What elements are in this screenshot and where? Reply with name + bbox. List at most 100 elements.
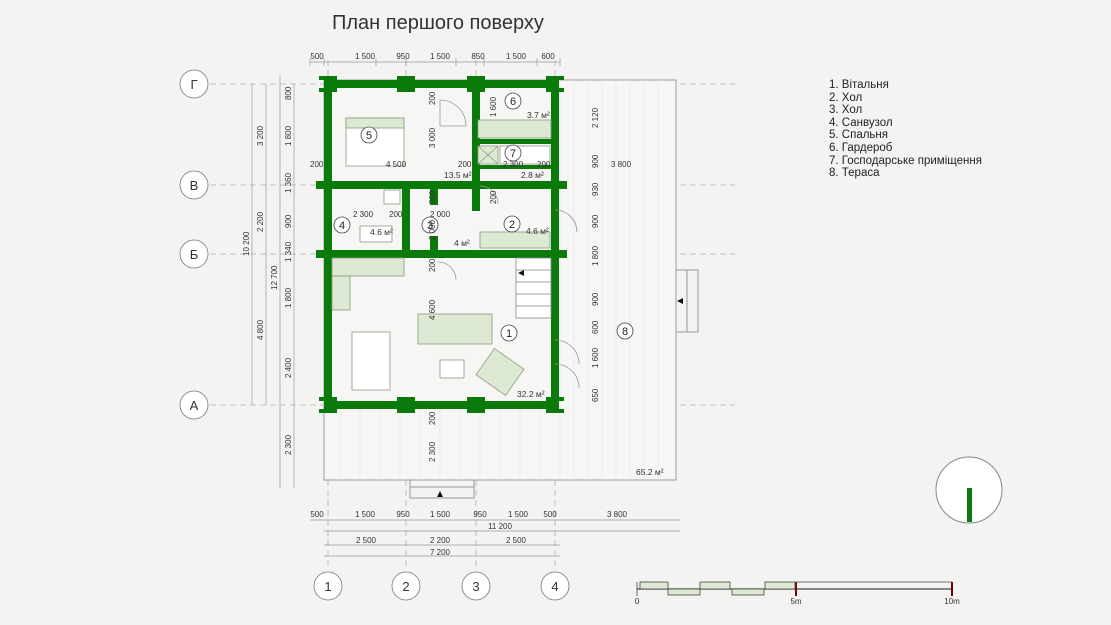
- stairs: [515, 257, 552, 319]
- kitchen-counter: [331, 257, 405, 277]
- svg-text:2 200: 2 200: [430, 536, 451, 545]
- svg-text:930: 930: [591, 182, 600, 196]
- axis-label: 2: [402, 579, 409, 594]
- axis-bubbles: [179, 69, 570, 601]
- room-number: 7: [510, 148, 516, 160]
- area-label: 3.7 м²: [527, 110, 550, 120]
- svg-text:1 600: 1 600: [591, 347, 600, 368]
- legend-item: 4. Санвузол: [829, 116, 893, 129]
- svg-text:600: 600: [591, 320, 600, 334]
- svg-text:1 500: 1 500: [430, 510, 451, 519]
- svg-text:2 300: 2 300: [353, 210, 374, 219]
- legend-item: 8. Тераса: [829, 167, 880, 180]
- svg-text:4 800: 4 800: [256, 319, 265, 340]
- svg-text:900: 900: [591, 214, 600, 228]
- bottom-dimension-lines: [310, 519, 680, 557]
- svg-text:500: 500: [310, 52, 324, 61]
- svg-text:1 500: 1 500: [355, 52, 376, 61]
- entrance-arrows: [437, 270, 683, 497]
- top-dimensions: 500 1 500 950 1 500 850 1 500 600: [310, 52, 555, 61]
- inner-dimensions: 200 4 500 200 2 300 200 2 300 200 2 000 …: [310, 91, 551, 462]
- north-arrow-icon: [935, 456, 1003, 524]
- svg-text:900: 900: [591, 154, 600, 168]
- area-label: 4 м²: [454, 238, 470, 248]
- svg-text:11 200: 11 200: [488, 522, 512, 531]
- wardrobe-shelf: [479, 231, 551, 249]
- plan-title: План першого поверху: [332, 12, 544, 34]
- svg-text:5m: 5m: [790, 597, 801, 606]
- svg-text:3 000: 3 000: [428, 127, 437, 148]
- room-number: 1: [506, 328, 512, 340]
- svg-text:1 800: 1 800: [591, 245, 600, 266]
- terrace-hatch: [339, 80, 659, 480]
- room-number: 6: [510, 96, 516, 108]
- area-label: 13.5 м²: [444, 170, 472, 180]
- svg-text:200: 200: [389, 210, 403, 219]
- svg-text:4 500: 4 500: [386, 160, 407, 169]
- bottom-dimensions: 500 1 500 950 1 500 950 1 500 500 3 800 …: [310, 510, 627, 557]
- left-dimensions: 10 200 12 700 3 200 2 200 4 800 800 1 80…: [242, 86, 293, 455]
- room-number: 4: [339, 220, 345, 232]
- axis-label: А: [190, 398, 199, 413]
- svg-text:1 500: 1 500: [430, 52, 451, 61]
- svg-text:1 500: 1 500: [508, 510, 529, 519]
- svg-text:500: 500: [543, 510, 557, 519]
- axis-label: 1: [324, 579, 331, 594]
- svg-text:200: 200: [428, 190, 437, 204]
- svg-text:2 000: 2 000: [428, 219, 437, 240]
- washer: [477, 119, 552, 139]
- svg-text:2 500: 2 500: [356, 536, 377, 545]
- svg-text:3 200: 3 200: [256, 125, 265, 146]
- svg-text:2 300: 2 300: [503, 160, 524, 169]
- svg-text:800: 800: [284, 86, 293, 100]
- svg-text:950: 950: [396, 52, 410, 61]
- area-label: 2.8 м²: [521, 170, 544, 180]
- svg-text:200: 200: [428, 411, 437, 425]
- axis-label: В: [190, 178, 199, 193]
- room-number: 2: [509, 219, 515, 231]
- legend-item: 1. Вітальня: [829, 79, 889, 91]
- svg-text:1 500: 1 500: [355, 510, 376, 519]
- svg-text:1 600: 1 600: [489, 96, 498, 117]
- svg-text:1 360: 1 360: [284, 172, 293, 193]
- svg-text:1 500: 1 500: [506, 52, 527, 61]
- scale-labels: 0 5m 10m: [635, 597, 960, 606]
- svg-text:2 120: 2 120: [591, 107, 600, 128]
- svg-text:900: 900: [591, 292, 600, 306]
- svg-text:900: 900: [284, 214, 293, 228]
- svg-text:2 300: 2 300: [284, 434, 293, 455]
- svg-text:200: 200: [428, 258, 437, 272]
- svg-text:2 000: 2 000: [430, 210, 451, 219]
- top-dimension-line: [309, 58, 561, 66]
- svg-text:2 400: 2 400: [284, 357, 293, 378]
- svg-text:2 500: 2 500: [506, 536, 527, 545]
- room-number: 3: [427, 220, 433, 232]
- legend-item: 3. Хол: [829, 104, 863, 117]
- svg-text:10 200: 10 200: [242, 231, 251, 256]
- dining-table: [351, 331, 391, 391]
- svg-text:10m: 10m: [944, 597, 960, 606]
- wall-crosses: [316, 76, 567, 413]
- doors: [437, 99, 580, 389]
- left-dimension-lines: [251, 76, 295, 488]
- axis-label: 4: [551, 579, 558, 594]
- room-areas: 32.2 м² 4.6 м² 4 м² 4.6 м² 13.5 м² 3.7 м…: [370, 110, 664, 477]
- svg-text:950: 950: [396, 510, 410, 519]
- svg-text:12 700: 12 700: [270, 265, 279, 290]
- axis-label: 3: [472, 579, 479, 594]
- armchair: [475, 348, 525, 396]
- svg-text:3 800: 3 800: [607, 510, 628, 519]
- area-label: 32.2 м²: [517, 389, 545, 399]
- svg-text:650: 650: [591, 388, 600, 402]
- room-circles: [333, 92, 634, 342]
- walls: [324, 80, 559, 409]
- axis-label: Б: [190, 247, 199, 262]
- legend-item: 2. Хол: [829, 91, 863, 104]
- svg-text:200: 200: [310, 160, 324, 169]
- svg-text:600: 600: [541, 52, 555, 61]
- svg-text:3 800: 3 800: [611, 160, 632, 169]
- axis-labels: Г В Б А 1 2 3 4: [190, 77, 559, 594]
- sofa: [417, 313, 493, 345]
- room-number: 5: [366, 130, 372, 142]
